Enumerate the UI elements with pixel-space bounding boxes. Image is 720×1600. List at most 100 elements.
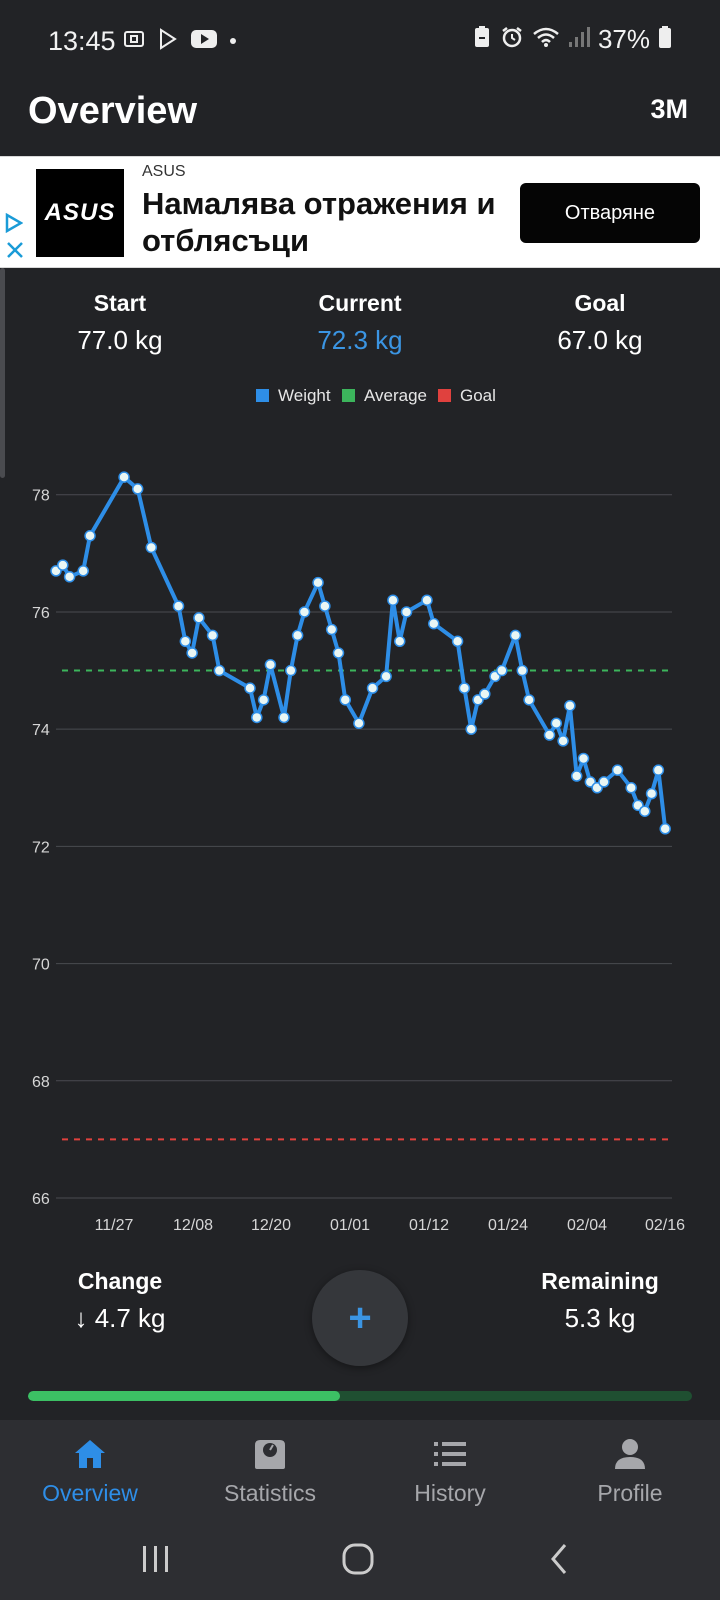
status-time: 13:45 <box>48 26 116 56</box>
back-button[interactable] <box>530 1536 590 1586</box>
weight-data-point[interactable] <box>291 629 304 642</box>
weight-data-point[interactable] <box>564 699 576 712</box>
weight-data-point[interactable] <box>659 823 671 835</box>
weight-chart[interactable]: Weight Average Goal 78 76 74 72 70 68 66 11/27 12/0… <box>0 370 720 1250</box>
ad-banner[interactable]: ASUS ASUS Намалява отражения и отблясъци… <box>0 156 720 268</box>
weight-data-point[interactable] <box>312 576 324 589</box>
ad-choices-icon[interactable] <box>5 212 24 238</box>
ad-close-icon[interactable] <box>6 241 24 263</box>
weight-data-point[interactable] <box>428 617 440 630</box>
weight-data-point[interactable] <box>380 670 392 683</box>
weight-data-point[interactable] <box>516 664 529 677</box>
weight-data-point[interactable] <box>251 711 263 724</box>
ad-open-button[interactable]: Отваряне <box>520 183 700 243</box>
stat-start: Start 77.0 kg <box>20 290 220 356</box>
nav-profile[interactable]: Profile <box>540 1420 720 1520</box>
weight-data-point[interactable] <box>298 606 311 618</box>
weight-data-point[interactable] <box>523 694 535 706</box>
weight-data-point[interactable] <box>264 658 277 671</box>
recents-button[interactable] <box>126 1536 186 1586</box>
weight-data-point[interactable] <box>213 664 226 677</box>
stat-goal-value: 67.0 kg <box>557 325 643 355</box>
weight-data-point[interactable] <box>577 752 590 765</box>
weight-data-point[interactable] <box>131 483 144 495</box>
change-label: Change <box>77 1268 163 1294</box>
weight-data-point[interactable] <box>387 594 399 606</box>
page-title: Overview <box>28 90 197 132</box>
weight-data-point[interactable] <box>172 600 185 612</box>
weight-data-point[interactable] <box>465 723 477 735</box>
stat-goal: Goal 67.0 kg <box>500 290 700 356</box>
stat-current: Current 72.3 kg <box>260 290 460 356</box>
nav-statistics-label: Statistics <box>223 1480 317 1506</box>
weight-data-point[interactable] <box>257 694 270 706</box>
weight-data-point[interactable] <box>186 647 198 659</box>
weight-data-point[interactable] <box>193 612 205 624</box>
recents-icon <box>139 1542 173 1581</box>
weight-data-point[interactable] <box>278 711 290 724</box>
weight-data-point[interactable] <box>458 682 471 694</box>
add-entry-button[interactable]: + <box>312 1270 408 1366</box>
weight-data-point[interactable] <box>543 729 556 741</box>
nav-history[interactable]: History <box>360 1420 540 1520</box>
weight-data-point[interactable] <box>598 776 610 788</box>
ad-headline[interactable]: Намалява отражения и отблясъци <box>142 186 496 258</box>
y-tick-label: 68 <box>32 1074 50 1091</box>
weight-data-point[interactable] <box>611 764 624 776</box>
legend-label: Goal <box>460 386 496 405</box>
weight-data-point[interactable] <box>479 688 491 700</box>
screenshot-icon <box>122 27 146 56</box>
weight-data-point[interactable] <box>570 770 583 782</box>
home-circle-icon <box>341 1542 375 1581</box>
weight-data-point[interactable] <box>206 629 219 642</box>
weight-data-point[interactable] <box>400 606 413 618</box>
weight-data-point[interactable] <box>339 694 352 706</box>
weight-data-point[interactable] <box>652 764 665 776</box>
scrollbar[interactable] <box>0 268 5 478</box>
change-value: ↓ 4.7 kg <box>74 1303 166 1333</box>
weight-data-point[interactable] <box>639 805 651 817</box>
status-notification-icons <box>122 27 238 56</box>
app-bar: Overview 3M <box>0 80 720 156</box>
nav-statistics[interactable]: Statistics <box>180 1420 360 1520</box>
nav-overview[interactable]: Overview <box>0 1420 180 1520</box>
weight-data-point[interactable] <box>393 635 406 648</box>
weight-data-point[interactable] <box>332 647 345 659</box>
stat-start-value: 77.0 kg <box>77 325 163 355</box>
weight-chart-svg[interactable]: Weight Average Goal 78 76 74 72 70 68 66 11/27 12/0… <box>0 370 720 1250</box>
signal-icon <box>568 25 590 54</box>
weight-data-point[interactable] <box>509 629 522 642</box>
stat-current-value: 72.3 kg <box>317 325 403 355</box>
weight-data-point[interactable] <box>645 787 658 800</box>
y-tick-label: 76 <box>32 605 50 622</box>
weight-data-point[interactable] <box>366 682 379 694</box>
stat-start-label: Start <box>93 290 147 316</box>
weight-data-point[interactable] <box>557 735 569 747</box>
weight-data-point[interactable] <box>244 682 256 694</box>
weight-data-point[interactable] <box>77 565 89 577</box>
y-tick-label: 66 <box>32 1191 50 1208</box>
weight-data-point[interactable] <box>145 541 158 554</box>
weight-data-point[interactable] <box>625 782 637 794</box>
ad-logo[interactable]: ASUS <box>36 169 124 257</box>
time-range-button[interactable]: 3M <box>650 94 688 124</box>
status-bar: 13:45 37% <box>0 0 720 80</box>
weight-data-point[interactable] <box>325 623 338 636</box>
weight-data-point[interactable] <box>319 600 331 612</box>
weight-data-point[interactable] <box>451 635 464 648</box>
weight-data-point[interactable] <box>496 664 508 677</box>
weight-data-point[interactable] <box>84 530 96 542</box>
goal-progress-fill <box>28 1391 341 1401</box>
weight-data-point[interactable] <box>63 571 76 583</box>
home-system-button[interactable] <box>328 1536 388 1586</box>
x-tick-label: 12/20 <box>251 1217 291 1234</box>
stat-goal-label: Goal <box>574 290 626 316</box>
weight-data-point[interactable] <box>550 717 563 730</box>
weight-data-point[interactable] <box>179 635 192 648</box>
weight-data-point[interactable] <box>285 664 297 677</box>
weight-data-point[interactable] <box>118 471 130 483</box>
weight-data-point[interactable] <box>353 717 365 730</box>
weight-data-point[interactable] <box>421 594 433 606</box>
battery-saver-icon <box>472 25 492 54</box>
weight-data-point[interactable] <box>57 559 69 571</box>
